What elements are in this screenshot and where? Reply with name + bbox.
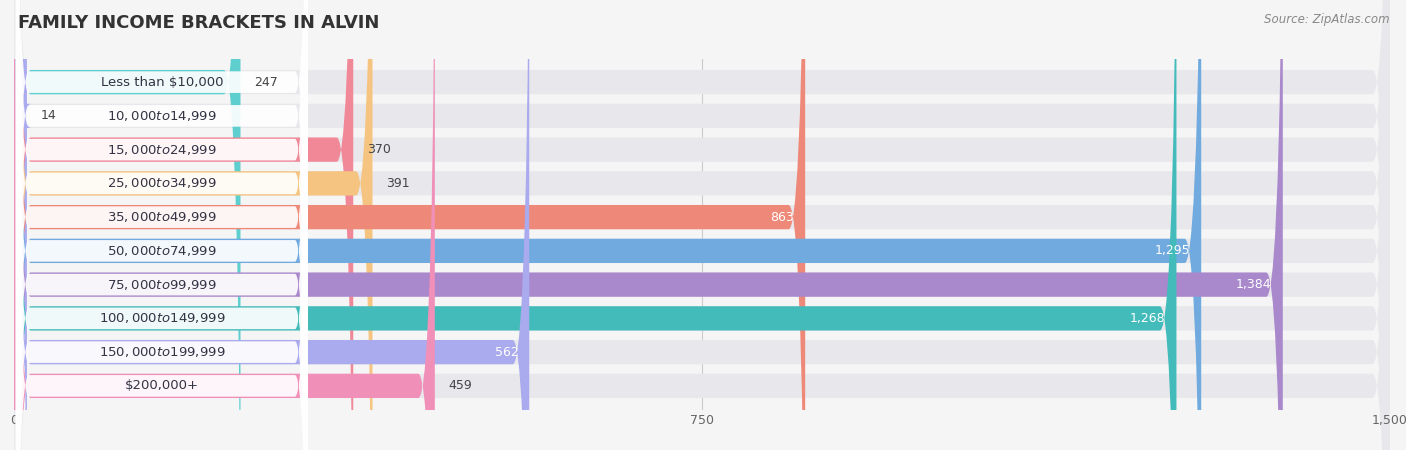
FancyBboxPatch shape: [15, 0, 308, 450]
Text: 562: 562: [495, 346, 519, 359]
FancyBboxPatch shape: [14, 0, 1389, 450]
Text: 370: 370: [367, 143, 391, 156]
FancyBboxPatch shape: [14, 0, 434, 450]
Text: 247: 247: [254, 76, 278, 89]
Text: 1,268: 1,268: [1130, 312, 1166, 325]
Text: $25,000 to $34,999: $25,000 to $34,999: [107, 176, 217, 190]
FancyBboxPatch shape: [15, 0, 308, 450]
Text: 1,295: 1,295: [1154, 244, 1191, 257]
Text: $75,000 to $99,999: $75,000 to $99,999: [107, 278, 217, 292]
FancyBboxPatch shape: [14, 0, 1389, 450]
FancyBboxPatch shape: [14, 0, 1389, 450]
FancyBboxPatch shape: [14, 0, 1201, 450]
FancyBboxPatch shape: [14, 0, 1177, 450]
Text: $15,000 to $24,999: $15,000 to $24,999: [107, 143, 217, 157]
FancyBboxPatch shape: [14, 0, 1389, 450]
FancyBboxPatch shape: [15, 0, 308, 450]
Text: 459: 459: [449, 379, 472, 392]
FancyBboxPatch shape: [14, 0, 1282, 450]
Text: 863: 863: [770, 211, 794, 224]
Text: FAMILY INCOME BRACKETS IN ALVIN: FAMILY INCOME BRACKETS IN ALVIN: [18, 14, 380, 32]
FancyBboxPatch shape: [15, 0, 308, 450]
FancyBboxPatch shape: [14, 0, 240, 450]
Text: $35,000 to $49,999: $35,000 to $49,999: [107, 210, 217, 224]
Text: $200,000+: $200,000+: [125, 379, 198, 392]
Text: Less than $10,000: Less than $10,000: [101, 76, 224, 89]
FancyBboxPatch shape: [14, 0, 1389, 450]
Text: 391: 391: [387, 177, 411, 190]
FancyBboxPatch shape: [10, 0, 31, 450]
Text: 14: 14: [41, 109, 56, 122]
FancyBboxPatch shape: [15, 0, 308, 450]
FancyBboxPatch shape: [15, 0, 308, 450]
FancyBboxPatch shape: [15, 0, 308, 450]
FancyBboxPatch shape: [14, 0, 373, 450]
FancyBboxPatch shape: [14, 0, 1389, 450]
FancyBboxPatch shape: [14, 0, 353, 450]
Text: 1,384: 1,384: [1236, 278, 1272, 291]
Text: $50,000 to $74,999: $50,000 to $74,999: [107, 244, 217, 258]
FancyBboxPatch shape: [14, 0, 1389, 450]
FancyBboxPatch shape: [15, 0, 308, 450]
FancyBboxPatch shape: [15, 0, 308, 450]
FancyBboxPatch shape: [14, 0, 529, 450]
Text: Source: ZipAtlas.com: Source: ZipAtlas.com: [1264, 14, 1389, 27]
FancyBboxPatch shape: [14, 0, 1389, 450]
Text: $100,000 to $149,999: $100,000 to $149,999: [98, 311, 225, 325]
FancyBboxPatch shape: [15, 0, 308, 450]
FancyBboxPatch shape: [14, 0, 1389, 450]
FancyBboxPatch shape: [14, 0, 806, 450]
Text: $150,000 to $199,999: $150,000 to $199,999: [98, 345, 225, 359]
Text: $10,000 to $14,999: $10,000 to $14,999: [107, 109, 217, 123]
FancyBboxPatch shape: [14, 0, 1389, 450]
